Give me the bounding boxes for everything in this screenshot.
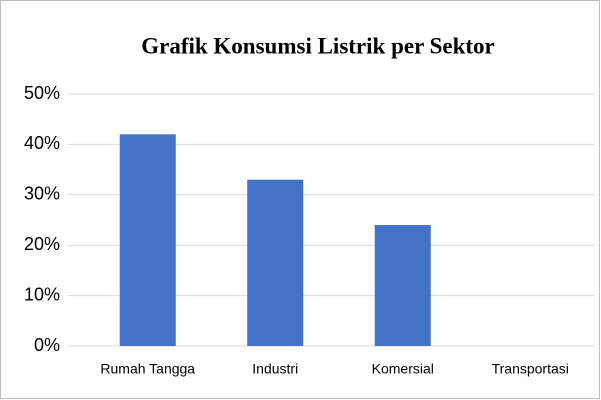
x-tick-label: Komersial xyxy=(372,361,434,377)
y-tick-label: 50% xyxy=(24,83,60,103)
x-tick-label: Industri xyxy=(252,361,298,377)
y-tick-label: 0% xyxy=(34,335,60,355)
chart-title: Grafik Konsumsi Listrik per Sektor xyxy=(141,33,495,58)
bar xyxy=(247,179,304,346)
y-tick-label: 30% xyxy=(24,184,60,204)
bar xyxy=(119,134,176,346)
bar xyxy=(374,225,431,346)
x-tick-label: Transportasi xyxy=(492,361,569,377)
y-tick-label: 10% xyxy=(24,284,60,304)
y-tick-label: 40% xyxy=(24,133,60,153)
x-tick-label: Rumah Tangga xyxy=(100,361,195,377)
y-tick-label: 20% xyxy=(24,234,60,254)
